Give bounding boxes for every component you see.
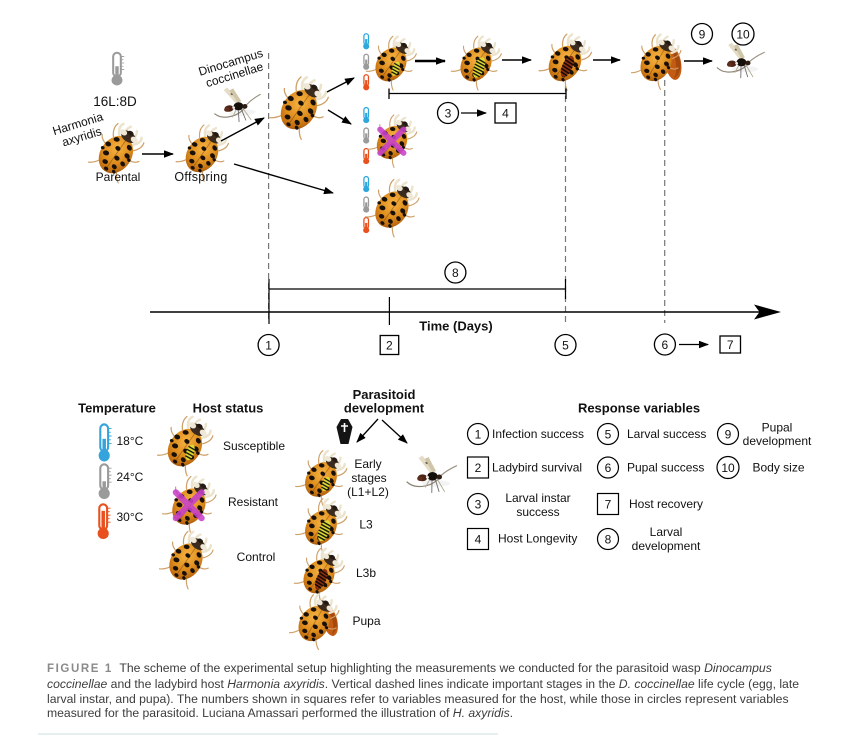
svg-text:Response variables: Response variables (578, 401, 700, 416)
svg-text:2: 2 (386, 338, 393, 352)
svg-text:success: success (516, 505, 559, 519)
svg-text:Early: Early (354, 457, 381, 471)
svg-text:18°C: 18°C (117, 434, 144, 448)
svg-text:Host recovery: Host recovery (629, 497, 703, 511)
svg-text:L3b: L3b (356, 566, 376, 580)
svg-text:5: 5 (605, 427, 612, 441)
svg-text:(L1+L2): (L1+L2) (347, 485, 389, 499)
svg-text:Temperature: Temperature (78, 401, 156, 416)
svg-text:development: development (743, 434, 812, 448)
svg-text:6: 6 (662, 338, 669, 352)
svg-text:3: 3 (445, 106, 452, 120)
svg-text:L3: L3 (359, 518, 373, 532)
svg-text:Pupal success: Pupal success (627, 461, 704, 475)
svg-text:Time (Days): Time (Days) (419, 319, 492, 334)
svg-text:Host Longevity: Host Longevity (498, 532, 577, 546)
svg-text:stages: stages (351, 471, 386, 485)
svg-text:Body size: Body size (752, 461, 804, 475)
svg-text:Larval instar: Larval instar (505, 491, 570, 505)
svg-text:7: 7 (727, 338, 734, 352)
svg-text:Pupa: Pupa (352, 614, 380, 628)
svg-text:3: 3 (475, 497, 482, 511)
svg-text:9: 9 (725, 427, 732, 441)
svg-text:Parasitoid: Parasitoid (353, 387, 416, 402)
svg-text:Harmoniaaxyridis: Harmoniaaxyridis (51, 109, 109, 151)
svg-text:1: 1 (265, 338, 272, 352)
svg-text:Resistant: Resistant (228, 495, 279, 509)
svg-text:Ladybird survival: Ladybird survival (492, 461, 582, 475)
svg-text:Pupal: Pupal (762, 421, 793, 435)
svg-text:Offspring: Offspring (174, 170, 227, 184)
svg-text:Larval success: Larval success (627, 427, 706, 441)
svg-text:2: 2 (475, 461, 482, 475)
svg-text:Dinocampuscoccinellae: Dinocampuscoccinellae (197, 46, 269, 91)
svg-text:1: 1 (475, 427, 482, 441)
svg-text:10: 10 (736, 27, 750, 41)
svg-text:10: 10 (721, 461, 735, 475)
svg-text:4: 4 (475, 532, 482, 546)
svg-text:24°C: 24°C (117, 470, 144, 484)
svg-text:7: 7 (605, 497, 612, 511)
svg-text:4: 4 (502, 106, 509, 120)
svg-text:Control: Control (237, 550, 276, 564)
svg-text:9: 9 (699, 27, 706, 41)
svg-text:8: 8 (605, 532, 612, 546)
svg-text:6: 6 (605, 461, 612, 475)
svg-text:30°C: 30°C (117, 510, 144, 524)
svg-text:Susceptible: Susceptible (223, 439, 285, 453)
svg-text:development: development (344, 401, 425, 416)
svg-text:5: 5 (562, 338, 569, 352)
svg-text:development: development (632, 539, 701, 553)
svg-text:Parental: Parental (96, 170, 141, 184)
svg-text:Larval: Larval (650, 525, 683, 539)
svg-text:Host status: Host status (193, 401, 264, 416)
svg-text:16L:8D: 16L:8D (93, 94, 137, 109)
svg-text:Infection success: Infection success (492, 427, 584, 441)
svg-text:8: 8 (452, 266, 459, 280)
